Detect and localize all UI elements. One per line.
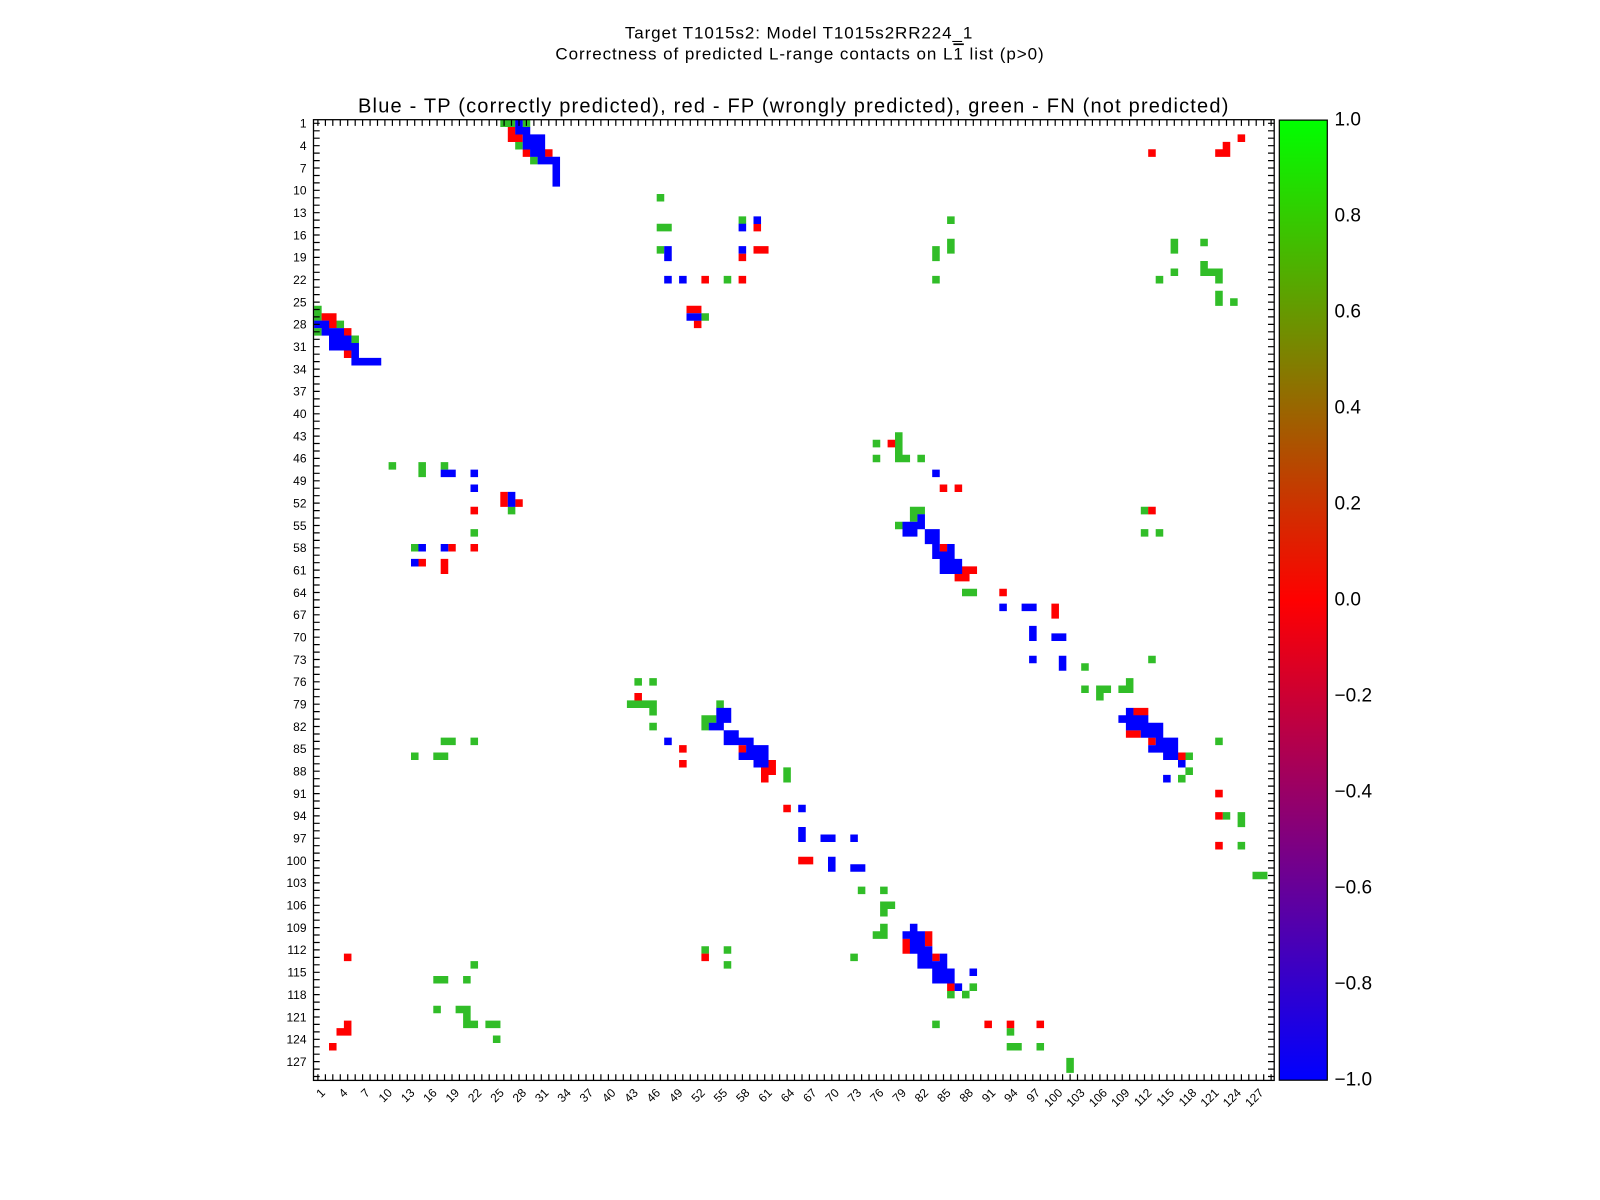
svg-text:0.2: 0.2 — [1335, 493, 1361, 514]
svg-text:55: 55 — [293, 519, 307, 533]
svg-text:7: 7 — [300, 161, 307, 175]
svg-text:31: 31 — [293, 340, 307, 354]
svg-text:37: 37 — [293, 385, 307, 399]
svg-text:0.6: 0.6 — [1335, 301, 1361, 322]
svg-text:25: 25 — [293, 295, 307, 309]
svg-text:115: 115 — [287, 966, 306, 980]
svg-text:−0.6: −0.6 — [1335, 878, 1373, 899]
svg-text:49: 49 — [293, 474, 307, 488]
svg-text:46: 46 — [293, 452, 307, 466]
svg-text:106: 106 — [286, 899, 306, 913]
svg-text:Blue - TP (correctly predicted: Blue - TP (correctly predicted), red - F… — [358, 96, 1230, 118]
svg-text:97: 97 — [293, 832, 307, 846]
svg-text:121: 121 — [286, 1010, 306, 1024]
svg-text:10: 10 — [293, 184, 307, 198]
svg-text:16: 16 — [293, 228, 307, 242]
svg-text:82: 82 — [293, 720, 307, 734]
svg-text:34: 34 — [293, 362, 307, 376]
svg-text:127: 127 — [286, 1055, 306, 1069]
svg-text:1.0: 1.0 — [1335, 109, 1361, 130]
svg-text:91: 91 — [293, 787, 307, 801]
svg-text:76: 76 — [293, 675, 307, 689]
svg-text:28: 28 — [293, 318, 307, 332]
svg-text:88: 88 — [293, 765, 307, 779]
svg-text:67: 67 — [293, 608, 307, 622]
svg-text:−0.8: −0.8 — [1335, 974, 1373, 995]
svg-text:73: 73 — [293, 653, 307, 667]
svg-text:61: 61 — [293, 563, 307, 577]
svg-text:124: 124 — [286, 1033, 306, 1047]
svg-text:22: 22 — [293, 273, 307, 287]
svg-text:40: 40 — [293, 407, 307, 421]
svg-text:79: 79 — [293, 698, 307, 712]
svg-text:58: 58 — [293, 541, 307, 555]
svg-text:Target T1015s2: Model T1015s2R: Target T1015s2: Model T1015s2RR224_1 — [625, 24, 973, 43]
svg-text:1: 1 — [300, 117, 307, 131]
svg-text:118: 118 — [287, 988, 306, 1002]
svg-text:52: 52 — [293, 496, 307, 510]
svg-text:112: 112 — [287, 943, 306, 957]
svg-text:43: 43 — [293, 429, 307, 443]
svg-text:94: 94 — [293, 809, 307, 823]
svg-text:−1.0: −1.0 — [1335, 1070, 1373, 1091]
svg-text:100: 100 — [286, 854, 306, 868]
svg-text:Correctness of predicted L-ran: Correctness of predicted L-range contact… — [555, 44, 1044, 63]
svg-text:0.8: 0.8 — [1335, 205, 1361, 226]
svg-text:4: 4 — [300, 139, 307, 153]
svg-text:−0.2: −0.2 — [1335, 686, 1373, 707]
svg-text:0.4: 0.4 — [1335, 397, 1362, 418]
svg-text:−0.4: −0.4 — [1335, 782, 1373, 803]
svg-text:70: 70 — [293, 631, 307, 645]
svg-text:103: 103 — [286, 876, 306, 890]
svg-text:0.0: 0.0 — [1335, 589, 1361, 610]
svg-text:19: 19 — [293, 251, 307, 265]
svg-text:85: 85 — [293, 742, 307, 756]
svg-text:109: 109 — [286, 921, 306, 935]
svg-text:64: 64 — [293, 586, 307, 600]
svg-text:13: 13 — [293, 206, 307, 220]
